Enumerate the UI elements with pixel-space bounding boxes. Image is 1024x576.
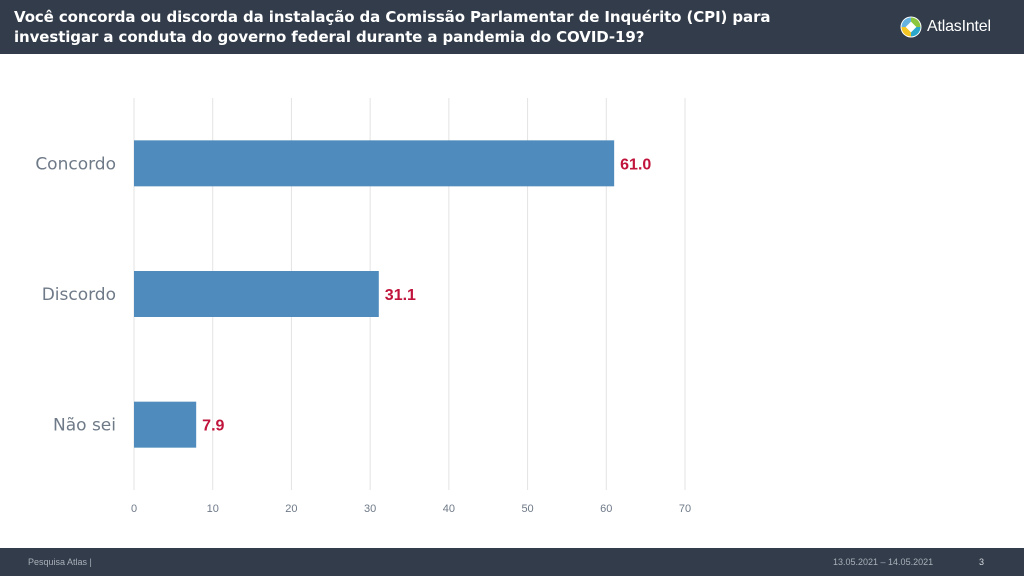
x-tick-label: 10 (207, 503, 219, 515)
labels: 0 10 20 30 40 50 60 70 Concordo 61.0 Discordo 31.1 N… (35, 154, 691, 515)
page-title: Você concorda ou discorda da instalação … (14, 7, 874, 47)
bar (134, 140, 615, 187)
x-tick-label: 50 (521, 503, 533, 515)
footer-bar: Pesquisa Atlas | 13.05.2021 – 14.05.2021… (0, 548, 1024, 576)
data-label: 31.1 (385, 287, 416, 304)
header-bar: Você concorda ou discorda da instalação … (0, 0, 1024, 54)
bar (134, 401, 197, 448)
atlasintel-logo: AtlasIntel (900, 15, 991, 39)
x-tick-label: 70 (679, 503, 691, 515)
x-tick-label: 20 (285, 503, 297, 515)
atlasintel-logo-icon (900, 16, 922, 38)
footer-date-range: 13.05.2021 – 14.05.2021 (833, 557, 934, 567)
x-tick-label: 60 (600, 503, 612, 515)
bar (134, 271, 379, 317)
category-label: Discordo (42, 285, 116, 305)
x-tick-label: 40 (443, 503, 455, 515)
bar-chart: 0 10 20 30 40 50 60 70 Concordo 61.0 Discordo 31.1 N… (0, 54, 1024, 548)
page-number: 3 (979, 557, 985, 567)
bars (134, 140, 615, 448)
title-line-2: investigar a conduta do governo federal … (14, 28, 645, 46)
data-label: 61.0 (620, 156, 651, 173)
title-line-1: Você concorda ou discorda da instalação … (14, 8, 771, 26)
chart-svg: 0 10 20 30 40 50 60 70 Concordo 61.0 Discordo 31.1 N… (35, 98, 691, 515)
x-tick-label: 0 (131, 503, 137, 515)
data-label: 7.9 (202, 418, 224, 435)
x-tick-label: 30 (364, 503, 376, 515)
category-label: Não sei (53, 416, 116, 436)
footer-source: Pesquisa Atlas | (28, 557, 92, 567)
logo-text: AtlasIntel (927, 18, 991, 35)
category-label: Concordo (35, 154, 116, 174)
